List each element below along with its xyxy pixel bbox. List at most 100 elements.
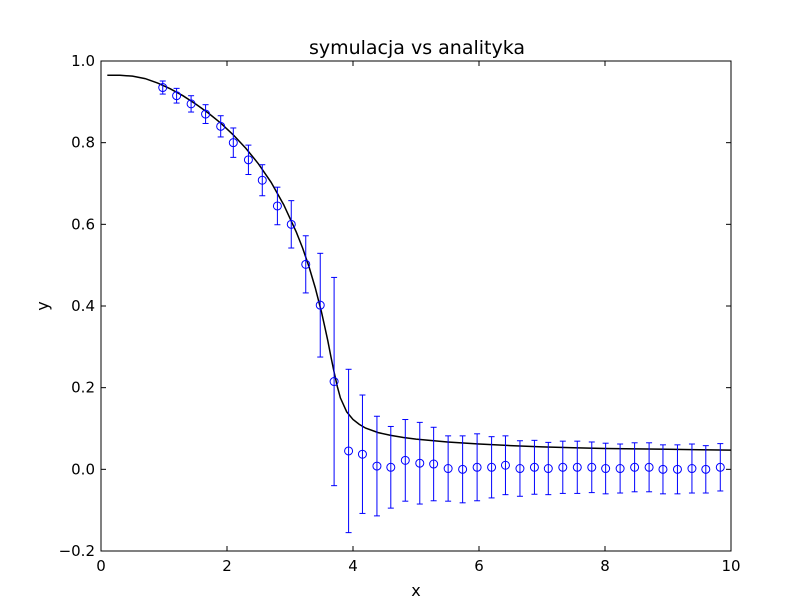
data-marker <box>415 458 425 468</box>
simulation-point <box>329 276 339 487</box>
simulation-point <box>630 442 640 493</box>
simulation-point <box>572 440 582 494</box>
y-tick-label: 0.0 <box>71 460 95 478</box>
x-tick-label: 4 <box>348 557 358 575</box>
simulation-point <box>272 186 282 226</box>
simulation-point <box>715 443 725 492</box>
data-marker <box>658 464 668 474</box>
simulation-point <box>458 435 468 504</box>
simulation-point <box>186 95 196 113</box>
data-marker <box>687 464 697 474</box>
data-marker <box>257 175 267 185</box>
data-marker <box>500 460 510 470</box>
data-marker <box>301 259 311 269</box>
y-tick-label: 0.6 <box>71 215 95 233</box>
data-marker <box>443 464 453 474</box>
simulation-point <box>543 441 553 496</box>
simulation-point <box>529 439 539 495</box>
simulation-point <box>487 436 497 499</box>
simulation-point <box>172 87 182 104</box>
simulation-point <box>472 433 482 502</box>
simulation-point <box>587 441 597 494</box>
data-marker <box>715 462 725 472</box>
data-marker <box>201 109 211 119</box>
x-tick-label: 6 <box>474 557 484 575</box>
simulation-point <box>415 421 425 505</box>
data-marker <box>529 462 539 472</box>
simulation-points-layer <box>158 80 725 534</box>
simulation-point <box>515 440 525 497</box>
simulation-point <box>243 144 253 176</box>
data-marker <box>158 83 168 93</box>
axis-ticks: 0 2 4 6 8 10 −0.2 0.0 0.2 0.4 0.6 0.8 1.0 <box>59 52 741 575</box>
simulation-point <box>687 443 697 494</box>
simulation-point <box>216 115 226 138</box>
simulation-point <box>201 104 211 124</box>
simulation-point <box>558 440 568 494</box>
simulation-point <box>372 415 382 517</box>
x-tick-label: 0 <box>96 557 106 575</box>
data-marker <box>357 449 367 459</box>
simulation-point <box>357 394 367 514</box>
chart-title: symulacja vs analityka <box>309 37 525 59</box>
data-marker <box>286 219 296 229</box>
data-marker <box>172 91 182 101</box>
simulation-point <box>658 444 668 495</box>
data-marker <box>228 138 238 148</box>
data-marker <box>243 155 253 165</box>
simulation-point <box>443 435 453 502</box>
data-marker <box>329 377 339 387</box>
simulation-point <box>257 164 267 197</box>
x-tick-label: 8 <box>600 557 610 575</box>
data-marker <box>615 464 625 474</box>
data-marker <box>701 464 711 474</box>
y-tick-label: 0.4 <box>71 297 95 315</box>
simulation-point <box>672 444 682 495</box>
data-marker <box>672 464 682 474</box>
x-tick-label: 10 <box>721 557 740 575</box>
data-marker <box>644 462 654 472</box>
data-marker <box>429 459 439 469</box>
simulation-point <box>429 426 439 502</box>
data-marker <box>344 446 354 456</box>
data-marker <box>472 462 482 472</box>
data-marker <box>272 201 282 211</box>
data-marker <box>601 464 611 474</box>
simulation-point <box>315 252 325 358</box>
data-marker <box>558 462 568 472</box>
simulation-point <box>158 80 168 95</box>
simulation-point <box>344 368 354 534</box>
simulation-point <box>400 419 410 502</box>
data-marker <box>216 121 226 131</box>
data-marker <box>543 464 553 474</box>
y-tick-label: −0.2 <box>59 542 95 560</box>
y-tick-label: 1.0 <box>71 52 95 70</box>
simulation-point <box>386 425 396 509</box>
y-axis-label: y <box>33 301 52 310</box>
data-marker <box>487 462 497 472</box>
data-marker <box>372 461 382 471</box>
simulation-point <box>644 442 654 493</box>
simulation-point <box>500 435 510 496</box>
y-tick-label: 0.2 <box>71 379 95 397</box>
simulation-point <box>701 445 711 494</box>
data-marker <box>458 464 468 474</box>
data-marker <box>400 455 410 465</box>
data-marker <box>315 300 325 310</box>
data-marker <box>515 464 525 474</box>
simulation-point <box>615 443 625 494</box>
data-marker <box>386 462 396 472</box>
simulation-point <box>228 127 238 158</box>
data-marker <box>587 462 597 472</box>
data-marker <box>572 462 582 472</box>
y-tick-label: 0.8 <box>71 134 95 152</box>
simulation-point <box>301 235 311 294</box>
simulation-point <box>601 442 611 495</box>
x-axis-label: x <box>411 581 420 600</box>
data-marker <box>186 99 196 109</box>
x-tick-label: 2 <box>222 557 232 575</box>
data-marker <box>630 462 640 472</box>
plot-area <box>101 61 731 551</box>
simulation-point <box>286 200 296 249</box>
